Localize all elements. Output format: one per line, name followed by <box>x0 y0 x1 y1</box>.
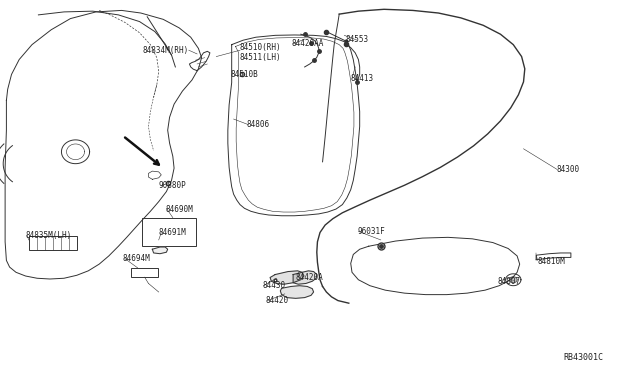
Text: 84420A: 84420A <box>296 273 323 282</box>
Text: 84300: 84300 <box>557 165 580 174</box>
Text: RB43001C: RB43001C <box>563 353 604 362</box>
Text: 84511(LH): 84511(LH) <box>240 53 282 62</box>
Text: 84691M: 84691M <box>159 228 186 237</box>
Text: 84413: 84413 <box>351 74 374 83</box>
Text: 84420: 84420 <box>266 296 289 305</box>
Text: 84690M: 84690M <box>165 205 193 214</box>
Polygon shape <box>270 271 304 284</box>
Text: 84694M: 84694M <box>123 254 150 263</box>
Text: 84835M(LH): 84835M(LH) <box>26 231 72 240</box>
Text: 84510B: 84510B <box>230 70 258 79</box>
Text: 84807: 84807 <box>498 278 521 286</box>
Text: 96031F: 96031F <box>357 227 385 236</box>
Text: 84430: 84430 <box>262 281 285 290</box>
Text: 90880P: 90880P <box>159 182 186 190</box>
Polygon shape <box>152 247 168 254</box>
Bar <box>29 236 77 250</box>
Polygon shape <box>280 286 314 298</box>
Text: 84810M: 84810M <box>538 257 565 266</box>
Text: 84420AA: 84420AA <box>291 39 324 48</box>
Text: 84553: 84553 <box>346 35 369 44</box>
Text: 84834M(RH): 84834M(RH) <box>143 46 189 55</box>
Polygon shape <box>509 277 517 283</box>
Text: 84806: 84806 <box>246 120 269 129</box>
Bar <box>142 218 196 246</box>
Polygon shape <box>293 271 317 284</box>
Text: 84510(RH): 84510(RH) <box>240 43 282 52</box>
Bar <box>131 268 158 277</box>
